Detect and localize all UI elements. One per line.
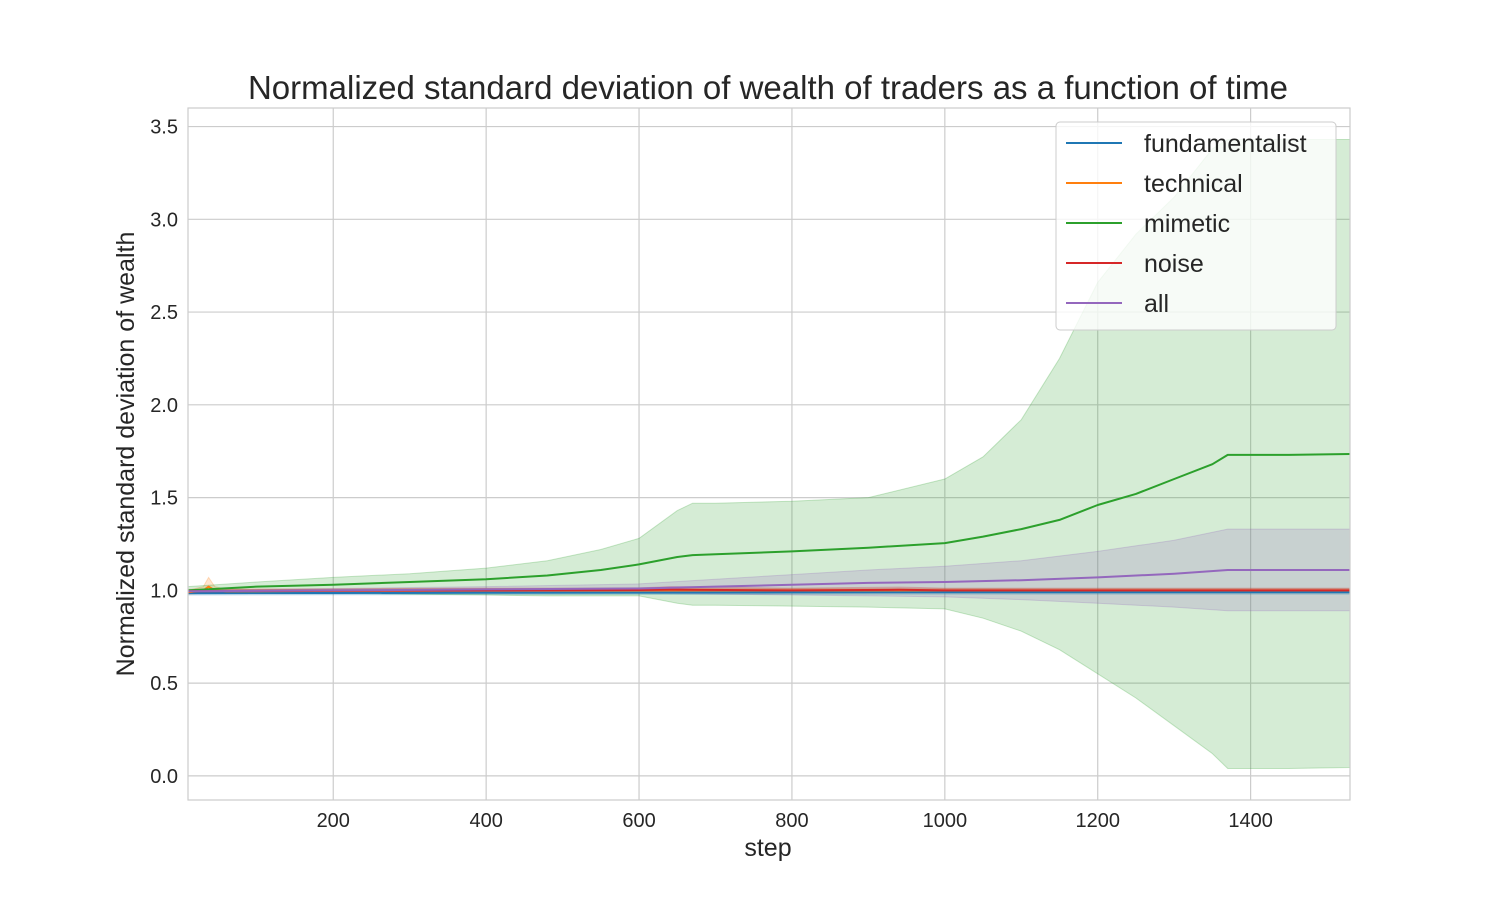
chart-title: Normalized standard deviation of wealth … <box>248 69 1288 106</box>
y-tick-label: 1.0 <box>150 580 178 602</box>
legend: fundamentalist technical mimetic noise all <box>1055 121 1337 331</box>
y-tick-labels: 0.0 0.5 1.0 1.5 2.0 2.5 3.0 3.5 <box>150 117 178 788</box>
legend-label-noise: noise <box>1144 250 1204 278</box>
x-tick-label: 200 <box>317 810 350 832</box>
fundamentalist-line <box>187 591 1350 595</box>
x-tick-label: 400 <box>469 810 502 832</box>
legend-label-all: all <box>1144 290 1169 318</box>
y-tick-label: 2.0 <box>150 395 178 417</box>
plot-frame <box>187 107 1351 801</box>
legend-box <box>1055 121 1337 331</box>
x-tick-label: 1400 <box>1228 810 1273 832</box>
x-tick-label: 1200 <box>1075 810 1120 832</box>
x-tick-label: 600 <box>622 810 655 832</box>
legend-label-fundamentalist: fundamentalist <box>1144 130 1307 158</box>
series-lines <box>187 453 1351 595</box>
y-axis-label: Normalized standard deviation of wealth <box>112 232 140 677</box>
mimetic-line <box>187 453 1351 592</box>
all-line <box>187 569 1350 593</box>
x-axis-label: step <box>744 834 791 862</box>
y-tick-label: 0.5 <box>150 673 178 695</box>
y-tick-label: 2.5 <box>150 302 178 324</box>
y-tick-label: 1.5 <box>150 488 178 510</box>
legend-label-mimetic: mimetic <box>1144 210 1230 238</box>
y-tick-label: 3.5 <box>150 117 178 139</box>
legend-label-technical: technical <box>1144 170 1243 198</box>
y-tick-label: 0.0 <box>150 766 178 788</box>
y-tick-label: 3.0 <box>150 209 178 231</box>
x-tick-label: 800 <box>775 810 808 832</box>
x-tick-label: 1000 <box>923 810 968 832</box>
x-tick-labels: 200 400 600 800 1000 1200 1400 <box>317 810 1273 832</box>
